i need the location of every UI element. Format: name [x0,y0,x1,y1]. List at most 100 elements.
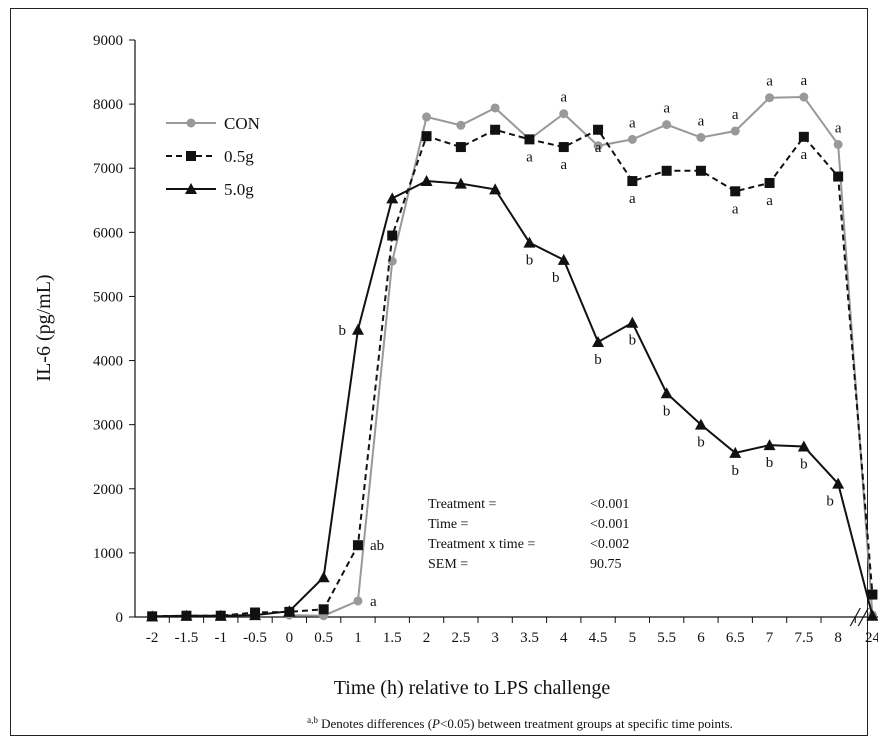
significance-label: b [663,403,671,419]
x-tick-label: 5.5 [657,630,676,646]
x-tick-label: -2 [146,630,159,646]
stat-value: <0.001 [590,497,629,512]
series-layer [146,92,878,622]
y-tick-label: 3000 [93,418,123,434]
x-tick-label: 1 [354,630,362,646]
significance-label: b [594,352,602,368]
data-point-con [765,93,775,103]
x-tick-label: 4 [560,630,568,646]
significance-label: a [766,74,773,90]
significance-label: b [826,494,834,510]
stat-value: 90.75 [590,557,622,572]
data-point-con [593,141,603,151]
x-tick-label: 6.5 [726,630,745,646]
tick-labels: 0100020003000400050006000700080009000-2-… [93,33,878,646]
data-point-5-0g [317,571,330,583]
stat-row: Treatment = <0.001 [428,497,629,512]
data-point-5-0g [249,609,262,621]
significance-label: b [800,456,808,472]
significance-label: a [698,113,705,129]
data-point-0-5g [524,134,535,145]
data-point-5-0g [386,192,399,204]
data-point-con [422,112,432,122]
significance-label: a [560,157,567,173]
legend: CON 0.5g 5.0g [166,114,260,199]
data-point-con [730,126,740,136]
footnote-superscript: a,b [307,715,318,725]
significance-label: a [835,121,842,137]
significance-label: ab [370,538,384,554]
stat-label: Treatment = [428,497,497,512]
data-point-5-0g [454,177,467,189]
data-point-5-0g [489,183,502,195]
data-point-con [627,134,637,144]
stats-block: Treatment = <0.001 Time = <0.001 Treatment x… [428,497,629,572]
x-tick-label: 24 [865,630,878,646]
data-point-5-0g [523,236,536,248]
data-point-5-0g [146,610,159,622]
significance-label: b [526,253,534,269]
y-tick-label: 1000 [93,546,123,562]
significance-label: b [766,455,774,471]
significance-label: a [560,90,567,106]
x-tick-label: 2 [423,630,431,646]
data-point-5-0g [626,316,639,328]
footnote: a,b Denotes differences (P<0.05) between… [307,715,733,731]
data-point-con [696,132,706,142]
x-tick-label: 3 [491,630,499,646]
data-point-con [833,140,843,150]
legend-item-con: CON [166,114,260,133]
y-tick-label: 2000 [93,482,123,498]
data-point-0-5g [867,589,878,600]
x-tick-label: 7.5 [794,630,813,646]
data-point-0-5g [318,604,329,615]
x-tick-label: 5 [629,630,637,646]
legend-label: CON [224,114,260,133]
x-tick-label: -1.5 [175,630,199,646]
significance-label: b [629,333,637,349]
data-point-5-0g [797,440,810,452]
y-tick-label: 7000 [93,161,123,177]
data-point-5-0g [180,609,193,621]
axis-break-mark [857,607,869,627]
data-point-con [662,120,672,130]
data-point-0-5g [730,186,741,197]
data-point-5-0g [420,175,433,187]
significance-label: a [766,193,773,209]
significance-label: a [629,191,636,207]
stat-label: Treatment x time = [428,537,535,552]
y-tick-label: 9000 [93,33,123,49]
x-axis-title: Time (h) relative to LPS challenge [334,677,611,699]
series-line-con [289,96,874,617]
y-tick-label: 6000 [93,225,123,241]
data-point-0-5g [661,165,672,176]
legend-item-5-0g: 5.0g [166,180,254,199]
legend-swatch-marker [186,118,196,128]
y-tick-label: 5000 [93,289,123,305]
data-point-5-0g [763,439,776,451]
stat-value: <0.001 [590,517,629,532]
stat-row: Time = <0.001 [428,517,629,532]
significance-label: b [697,435,705,451]
annotations: a ab b b b b b b b b b b b a a a a a a a a a a a a a a a [338,73,841,610]
data-point-5-0g [832,477,845,489]
data-point-0-5g [695,165,706,176]
y-tick-label: 8000 [93,97,123,113]
x-tick-label: 0.5 [314,630,333,646]
series-line-5-0g [152,180,874,618]
footnote-text-before: Denotes differences ( [318,716,432,731]
data-point-0-5g [352,540,363,551]
data-point-5-0g [214,609,227,621]
data-point-5-0g [592,335,605,347]
data-point-con [490,103,500,113]
footnote-text-after: <0.05) between treatment groups at speci… [440,716,733,731]
data-point-5-0g [351,323,364,335]
data-point-0-5g [627,176,638,187]
stat-label: Time = [428,517,469,532]
data-point-0-5g [455,142,466,153]
data-point-0-5g [490,124,501,135]
significance-label: b [732,463,740,479]
x-tick-label: 6 [697,630,705,646]
data-point-con [456,120,466,130]
data-point-5-0g [694,418,707,430]
